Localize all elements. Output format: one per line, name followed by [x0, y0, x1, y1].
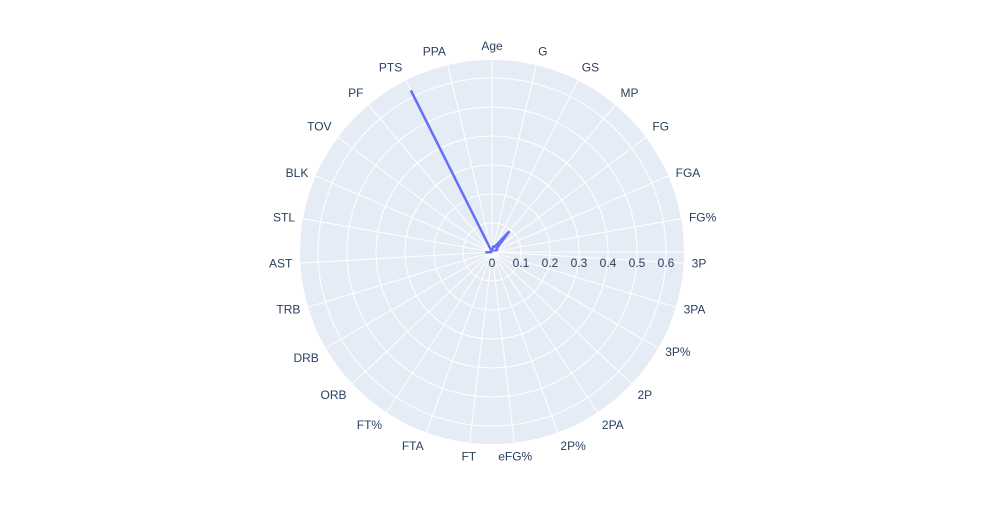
- radial-tick-label: 0.5: [629, 256, 646, 270]
- radial-axis-ticks: 0 0.1 0.2 0.3 0.4 0.5 0.6: [489, 251, 684, 270]
- category-label: FG%: [689, 210, 717, 224]
- category-label: G: [538, 44, 547, 58]
- radial-tick-label: 0.2: [542, 256, 559, 270]
- radial-tick-label: 0.1: [513, 256, 530, 270]
- category-label: FGA: [676, 166, 701, 180]
- category-label: 3P%: [665, 345, 691, 359]
- angular-axis-labels: Age G GS MP FG FGA FG% 3P 3PA 3P% 2P 2PA 2P% eFG% FT FT…: [269, 39, 717, 464]
- category-label: FTA: [402, 439, 424, 453]
- category-label: TOV: [307, 120, 331, 134]
- grid-spoke: [469, 251, 493, 443]
- category-label: 2P%: [560, 439, 586, 453]
- radial-tick-label: 0.3: [571, 256, 588, 270]
- grid-spoke: [302, 218, 493, 253]
- grid-spoke: [447, 65, 493, 253]
- grid-spoke: [491, 104, 616, 253]
- grid-spoke: [491, 251, 515, 443]
- grid-spoke: [337, 136, 493, 253]
- grid-spoke: [491, 136, 647, 253]
- category-label: PTS: [379, 60, 402, 74]
- angular-grid: [300, 60, 684, 443]
- grid-spoke: [491, 251, 684, 264]
- category-label: TRB: [276, 302, 300, 316]
- category-label: ORB: [321, 388, 347, 402]
- category-label: MP: [621, 86, 639, 100]
- radial-tick-label: 0.6: [658, 256, 675, 270]
- series-layer: [410, 90, 511, 254]
- series-line: [410, 90, 511, 254]
- category-label: DRB: [293, 351, 318, 365]
- category-label: 3PA: [684, 302, 706, 316]
- category-label: FT: [461, 450, 476, 464]
- grid-spoke: [491, 65, 537, 253]
- grid-spoke: [325, 251, 493, 349]
- grid-spoke: [425, 251, 493, 433]
- grid-spoke: [386, 251, 493, 413]
- grid-spoke: [491, 251, 559, 433]
- category-label: PF: [348, 86, 363, 100]
- grid-spoke: [300, 251, 493, 264]
- grid-spoke: [368, 104, 493, 253]
- grid-spoke: [315, 175, 493, 253]
- grid-spoke: [491, 80, 579, 253]
- category-label: FT%: [357, 418, 383, 432]
- radial-tick-label: 0.4: [600, 256, 617, 270]
- category-label: 2P: [637, 388, 652, 402]
- grid-spoke: [491, 251, 632, 385]
- grid-spoke: [491, 218, 682, 253]
- category-label: FG: [652, 120, 669, 134]
- grid-spoke: [491, 251, 677, 308]
- category-label: GS: [582, 60, 599, 74]
- category-label: BLK: [286, 166, 309, 180]
- grid-spoke: [307, 251, 493, 308]
- category-label: eFG%: [498, 450, 532, 464]
- category-label: 3P: [692, 257, 707, 271]
- grid-spoke: [491, 251, 659, 349]
- grid-spoke: [491, 175, 669, 253]
- grid-spoke: [352, 251, 493, 385]
- category-label: PPA: [423, 44, 446, 58]
- category-label: STL: [273, 210, 295, 224]
- radial-tick-label: 0: [489, 256, 496, 270]
- grid-spoke: [491, 251, 598, 413]
- category-label: AST: [269, 257, 293, 271]
- category-label: 2PA: [602, 418, 624, 432]
- category-label: Age: [481, 39, 503, 53]
